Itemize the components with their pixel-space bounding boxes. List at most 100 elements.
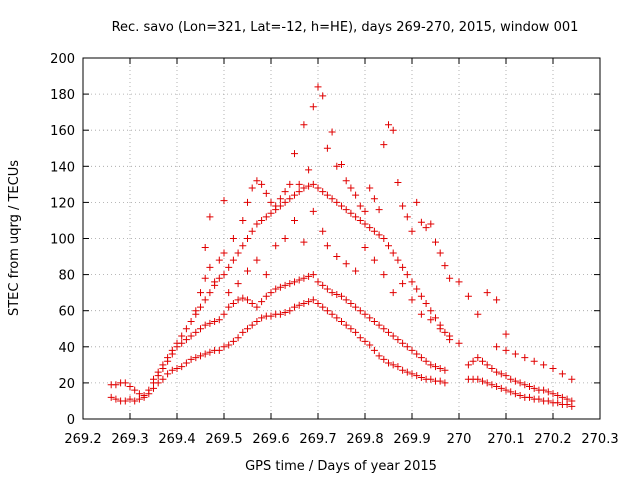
- data-point: [568, 397, 576, 405]
- data-point: [323, 191, 331, 199]
- data-point: [342, 177, 350, 185]
- x-tick-label: 269.6: [252, 432, 289, 447]
- data-point: [281, 198, 289, 206]
- data-point: [286, 195, 294, 203]
- data-point: [314, 299, 322, 307]
- data-point: [182, 336, 190, 344]
- data-point: [276, 310, 284, 318]
- y-tick-label: 180: [50, 88, 75, 103]
- data-point: [361, 220, 369, 228]
- data-point: [131, 386, 139, 394]
- data-point: [408, 296, 416, 304]
- data-point: [276, 283, 284, 291]
- data-point: [413, 350, 421, 358]
- data-point: [408, 346, 416, 354]
- y-axis-label: STEC from uqrg / TECUs: [7, 160, 22, 316]
- data-point: [338, 292, 345, 300]
- data-point: [389, 126, 397, 134]
- data-point: [159, 375, 167, 383]
- data-point: [300, 299, 308, 307]
- data-point: [417, 218, 425, 226]
- chart-title: Rec. savo (Lon=321, Lat=-12, h=HE), days…: [112, 20, 579, 35]
- data-point: [187, 332, 195, 340]
- data-point: [220, 310, 228, 318]
- data-point: [187, 318, 195, 326]
- data-point: [568, 375, 576, 383]
- data-point: [441, 262, 449, 270]
- data-point: [314, 83, 322, 91]
- data-point: [215, 274, 223, 282]
- data-point: [248, 299, 256, 307]
- data-point: [493, 368, 501, 376]
- x-tick-labels: 269.2 269.3 269.4 269.5 269.6 269.7 269.8 269.9…: [64, 432, 618, 447]
- data-point: [352, 267, 360, 275]
- data-point: [554, 392, 562, 400]
- data-point: [342, 260, 350, 268]
- data-point: [295, 188, 303, 196]
- data-point: [258, 180, 266, 188]
- data-point: [300, 238, 308, 246]
- data-point: [182, 359, 190, 367]
- data-point: [192, 354, 200, 362]
- data-point: [375, 206, 383, 214]
- data-point: [272, 202, 280, 210]
- data-point: [338, 160, 345, 168]
- data-point: [276, 195, 284, 203]
- data-point: [347, 299, 355, 307]
- grid-layer: [83, 58, 600, 419]
- data-point: [380, 355, 388, 363]
- y-tick-label: 120: [50, 196, 75, 211]
- data-point: [107, 393, 115, 401]
- data-point: [267, 312, 275, 320]
- x-tick-label: 270.3: [581, 432, 618, 447]
- data-point: [206, 213, 214, 221]
- data-point: [319, 227, 327, 235]
- data-point: [145, 386, 153, 394]
- data-point: [370, 318, 378, 326]
- data-point: [356, 307, 364, 315]
- data-point: [244, 235, 251, 242]
- data-point: [239, 328, 247, 336]
- data-point: [554, 399, 562, 407]
- data-point: [248, 321, 256, 329]
- data-point: [502, 330, 510, 338]
- data-point: [319, 281, 327, 289]
- data-point: [511, 350, 519, 358]
- data-point: [112, 395, 120, 403]
- x-tick-label: 270.2: [534, 432, 571, 447]
- data-point: [131, 397, 139, 405]
- data-point: [347, 209, 355, 217]
- data-point: [309, 271, 317, 279]
- data-point: [164, 370, 172, 378]
- data-point: [507, 375, 515, 383]
- y-tick-label: 100: [50, 233, 75, 248]
- data-point: [483, 379, 491, 387]
- data-point: [291, 303, 298, 311]
- data-point: [197, 325, 204, 333]
- data-point: [215, 256, 223, 264]
- data-point: [389, 289, 397, 297]
- data-point: [417, 373, 425, 381]
- data-point: [474, 375, 482, 383]
- data-point: [234, 280, 242, 288]
- data-point: [436, 364, 444, 372]
- data-point: [328, 310, 336, 318]
- data-point: [483, 289, 491, 297]
- data-point: [502, 346, 510, 354]
- data-point: [493, 383, 501, 391]
- data-point: [389, 332, 397, 340]
- data-point: [187, 355, 195, 363]
- data-point: [323, 285, 331, 293]
- data-point: [352, 328, 360, 336]
- data-point: [333, 162, 341, 170]
- data-point: [291, 150, 298, 158]
- data-point: [488, 381, 496, 389]
- data-point: [338, 318, 345, 326]
- data-point: [403, 213, 411, 221]
- data-point: [427, 375, 435, 383]
- data-point: [380, 235, 388, 242]
- data-point: [295, 276, 303, 284]
- data-point: [286, 180, 294, 188]
- data-point: [399, 339, 407, 347]
- x-tick-label: 269.5: [205, 432, 242, 447]
